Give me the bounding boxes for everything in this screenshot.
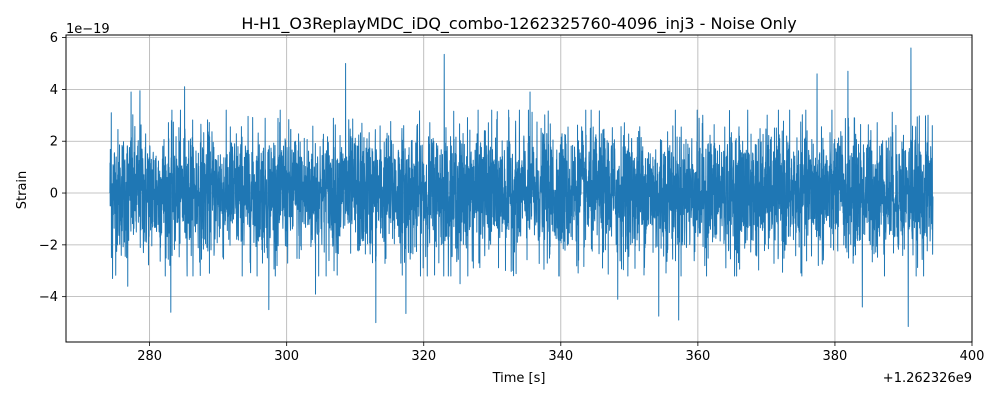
y-tick-label: −4: [39, 290, 58, 305]
x-tick-label: 380: [823, 349, 848, 364]
x-tick-label: 340: [548, 349, 573, 364]
y-axis-label: Strain: [15, 171, 30, 210]
y-tick-label: 6: [50, 31, 58, 46]
y-axis-ticks: −4 −2 0 2 4 6: [39, 31, 66, 305]
x-tick-label: 300: [274, 349, 299, 364]
strain-series-line: [109, 47, 934, 327]
x-tick-label: 360: [685, 349, 710, 364]
x-axis-offset-label: +1.262326e9: [883, 371, 972, 386]
x-tick-label: 280: [137, 349, 162, 364]
x-tick-label: 320: [411, 349, 436, 364]
x-axis-ticks: 280 300 320 340 360 380 400: [137, 342, 984, 364]
y-axis-scale-label: 1e−19: [66, 22, 110, 37]
y-tick-label: 4: [50, 83, 58, 98]
x-tick-label: 400: [960, 349, 985, 364]
axes-frame: [65, 34, 973, 343]
y-tick-label: 2: [50, 135, 58, 150]
y-tick-label: −2: [39, 238, 58, 253]
plot-area: [109, 47, 934, 327]
x-axis-label: Time [s]: [492, 371, 546, 386]
chart-title: H-H1_O3ReplayMDC_iDQ_combo-1262325760-40…: [241, 14, 796, 34]
y-tick-label: 0: [50, 187, 58, 202]
